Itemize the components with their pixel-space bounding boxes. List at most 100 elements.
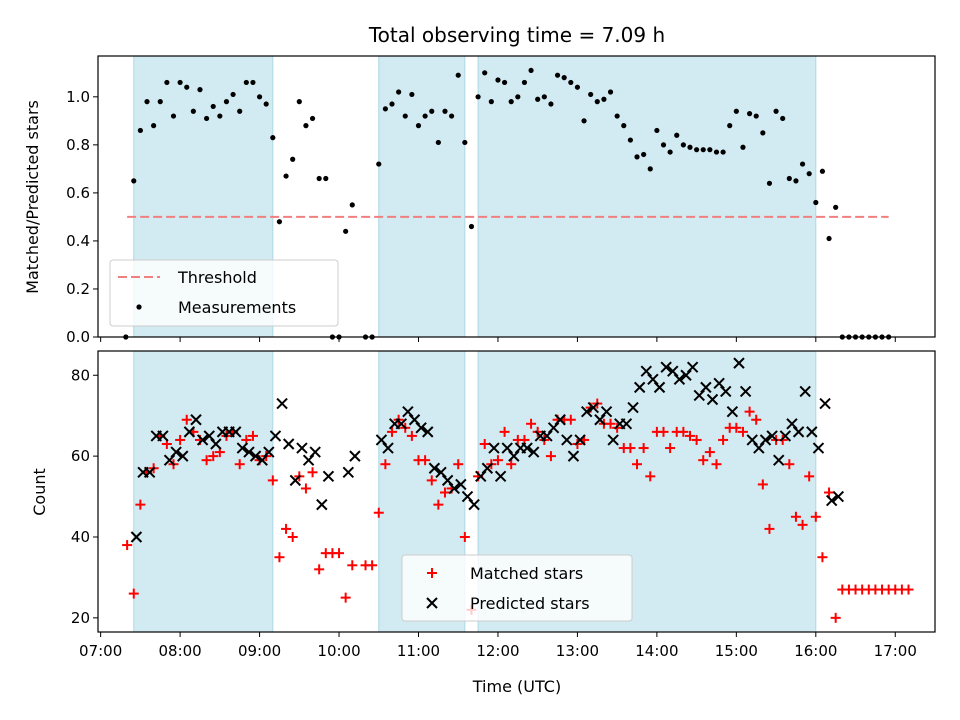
measurement-point <box>323 175 329 182</box>
predicted-point <box>408 414 421 426</box>
measurement-point <box>283 173 289 179</box>
predicted-point <box>349 450 361 462</box>
predicted-point <box>481 462 494 474</box>
measurement-point <box>475 94 481 100</box>
predicted-point <box>819 397 831 410</box>
predicted-point <box>647 373 659 386</box>
predicted-point <box>528 446 540 458</box>
measurement-point <box>773 108 779 114</box>
predicted-point <box>667 365 679 377</box>
measurement-point <box>780 115 786 122</box>
x-tick-label: 08:00 <box>158 642 201 660</box>
predicted-point <box>428 462 441 474</box>
predicted-point <box>779 430 792 442</box>
predicted-point <box>143 466 156 479</box>
matched-point <box>744 406 755 417</box>
matched-point <box>274 552 285 563</box>
y-tick-label: 0.4 <box>66 232 90 250</box>
predicted-point <box>733 357 745 369</box>
legend: Threshold Measurements <box>109 259 339 327</box>
predicted-point <box>501 442 513 454</box>
matched-point <box>718 434 729 445</box>
matched-point <box>790 511 801 522</box>
measurement-point <box>429 108 435 114</box>
measurement-point <box>554 72 561 78</box>
measurement-point <box>740 144 746 150</box>
matched-point <box>373 507 384 518</box>
predicted-point <box>196 434 209 446</box>
measurement-point <box>793 178 799 184</box>
matched-point <box>711 459 722 470</box>
measurement-point <box>230 91 236 98</box>
matched-point <box>307 467 318 478</box>
matched-point <box>625 443 636 454</box>
measurement-point <box>455 72 461 78</box>
matched-point <box>347 560 358 571</box>
predicted-point <box>475 470 487 483</box>
measurement-point <box>515 94 521 100</box>
measurement-point <box>568 79 574 86</box>
predicted-point <box>289 474 302 487</box>
measurement-point <box>746 111 753 117</box>
matched-point <box>433 499 444 510</box>
measurement-point <box>415 123 422 129</box>
predicted-point <box>720 385 732 398</box>
matched-point <box>605 418 616 429</box>
matched-point <box>830 612 841 623</box>
measurement-point <box>184 84 190 90</box>
measurement-point <box>660 142 667 148</box>
measurement-point <box>680 142 686 148</box>
measurement-point <box>766 180 773 186</box>
predicted-point <box>183 426 196 438</box>
axes-frame <box>97 55 936 338</box>
measurement-point <box>720 149 726 155</box>
measurement-point <box>190 108 196 114</box>
measurement-point <box>396 89 402 95</box>
predicted-point <box>812 442 825 454</box>
measurement-point <box>409 91 415 98</box>
measurement-point <box>290 156 296 162</box>
predicted-point <box>170 446 182 458</box>
axes-frame <box>97 350 936 633</box>
predicted-point <box>766 430 778 442</box>
matched-point <box>387 426 398 437</box>
matched-point <box>201 455 212 466</box>
predicted-point <box>627 401 639 414</box>
predicted-point <box>660 361 672 373</box>
predicted-point <box>402 405 414 418</box>
matched-point <box>737 426 748 437</box>
predicted-point <box>541 430 553 442</box>
measurement-point <box>614 113 620 119</box>
predicted-point <box>521 442 533 454</box>
predicted-point <box>508 450 520 462</box>
measurement-point <box>495 77 501 83</box>
measurement-point <box>422 113 428 119</box>
measurement-point <box>144 99 150 105</box>
predicted-point <box>441 474 454 487</box>
matched-point <box>731 422 742 433</box>
matched-point <box>499 426 510 437</box>
measurement-point <box>607 89 614 95</box>
measurement-point <box>753 113 759 119</box>
measurement-point <box>263 101 269 107</box>
measurement-point <box>402 113 408 119</box>
predicted-point <box>395 418 407 430</box>
matched-point <box>453 459 464 470</box>
predicted-point <box>296 442 308 454</box>
matched-point <box>406 430 417 441</box>
measurement-point <box>581 118 587 124</box>
measurement-point <box>528 67 534 74</box>
predicted-point <box>461 490 474 503</box>
predicted-point <box>686 361 699 373</box>
measurement-point <box>164 79 170 86</box>
predicted-point <box>773 454 785 466</box>
measurement-point <box>223 99 230 105</box>
measurement-point <box>687 144 693 150</box>
matched-point <box>658 426 669 437</box>
predicted-point <box>236 442 249 454</box>
predicted-point <box>587 401 600 414</box>
matched-point <box>314 564 325 575</box>
predicted-point <box>342 466 355 479</box>
predicted-point <box>382 442 394 454</box>
predicted-point <box>574 434 586 446</box>
